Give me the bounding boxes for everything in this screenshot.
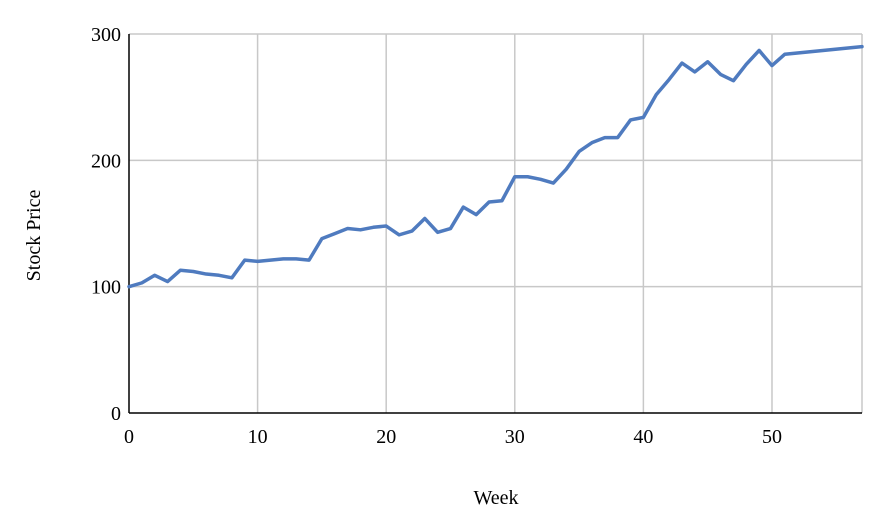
series-line-0 bbox=[127, 44, 864, 289]
y-tick-label-100: 100 bbox=[91, 277, 121, 299]
x-tick-label-10: 10 bbox=[248, 426, 268, 448]
y-axis-title: Stock Price bbox=[23, 190, 45, 282]
x-tick-label-0: 0 bbox=[124, 426, 134, 448]
x-tick-label-40: 40 bbox=[633, 426, 653, 448]
tick-labels: 0 100 200 300 0 10 20 30 40 50 bbox=[91, 24, 782, 448]
x-tick-label-30: 30 bbox=[505, 426, 525, 448]
y-tick-label-200: 200 bbox=[91, 150, 121, 172]
x-tick-label-20: 20 bbox=[376, 426, 396, 448]
series bbox=[127, 44, 864, 289]
x-axis-title: Week bbox=[473, 487, 518, 509]
x-tick-label-50: 50 bbox=[762, 426, 782, 448]
y-tick-label-300: 300 bbox=[91, 24, 121, 46]
grid bbox=[129, 33, 863, 413]
y-tick-label-0: 0 bbox=[111, 403, 121, 425]
axes bbox=[128, 34, 862, 414]
